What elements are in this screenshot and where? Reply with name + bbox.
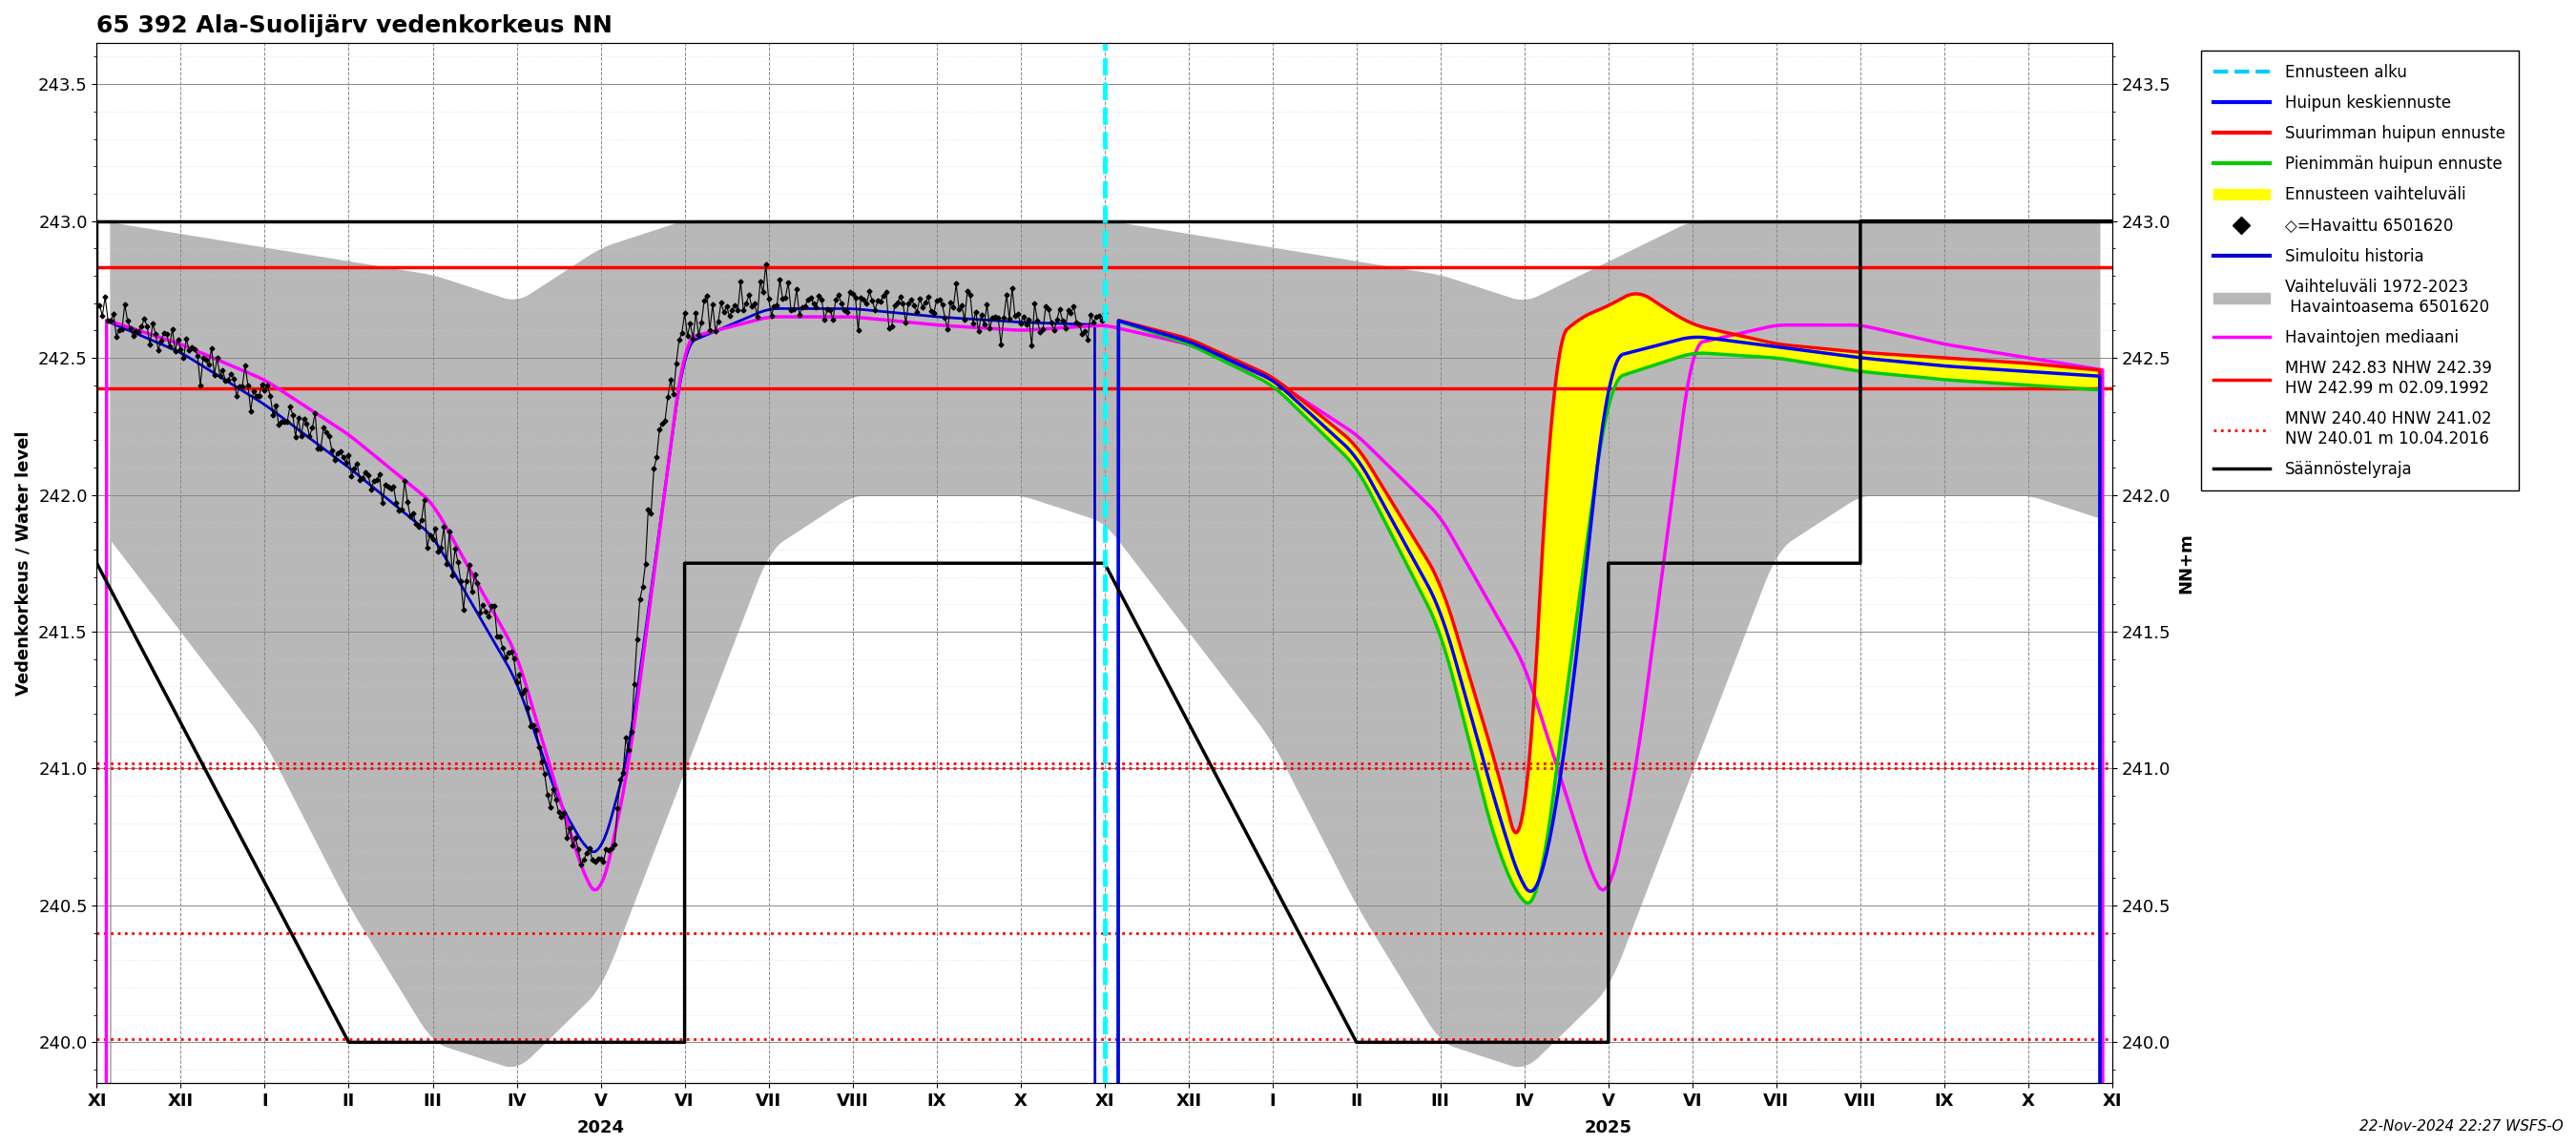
Text: 2024: 2024 <box>577 1119 623 1136</box>
Legend: Ennusteen alku, Huipun keskiennuste, Suurimman huipun ennuste, Pienimmän huipun : Ennusteen alku, Huipun keskiennuste, Suu… <box>2200 52 2519 491</box>
Text: 2025: 2025 <box>1584 1119 1633 1136</box>
Y-axis label: Vedenkorkeus / Water level: Vedenkorkeus / Water level <box>15 431 31 696</box>
Text: 65 392 Ala-Suolijärv vedenkorkeus NN: 65 392 Ala-Suolijärv vedenkorkeus NN <box>98 14 613 37</box>
Text: 22-Nov-2024 22:27 WSFS-O: 22-Nov-2024 22:27 WSFS-O <box>2360 1120 2563 1134</box>
Y-axis label: NN+m: NN+m <box>2177 532 2195 593</box>
